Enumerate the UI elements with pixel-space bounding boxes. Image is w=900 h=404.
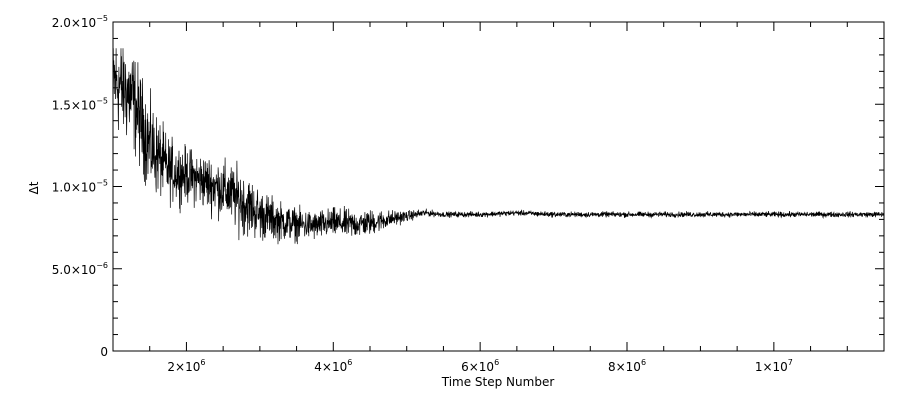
x-tick-label: 4×106 [314,358,352,374]
x-tick-label: 2×106 [167,358,205,374]
y-tick-label: 0 [100,345,108,359]
y-tick-label: 1.5×10−5 [52,96,108,112]
x-tick-label: 8×106 [608,358,646,374]
y-tick-label: 5.0×10−6 [52,261,108,277]
y-axis-label: Δt [27,181,41,194]
y-tick-label: 1.0×10−5 [52,179,108,195]
x-tick-label: 1×107 [755,358,793,374]
y-axis-ticks: 0 5.0×10−6 1.0×10−5 1.5×10−5 2.0×10−5 [52,14,884,359]
y-tick-label: 2.0×10−5 [52,14,108,30]
series-line [112,48,885,245]
series-layer [112,48,885,245]
x-axis-ticks: 2×106 4×106 6×106 8×106 1×107 [112,22,885,374]
x-axis-label: Time Step Number [441,375,555,389]
x-tick-label: 6×106 [461,358,499,374]
